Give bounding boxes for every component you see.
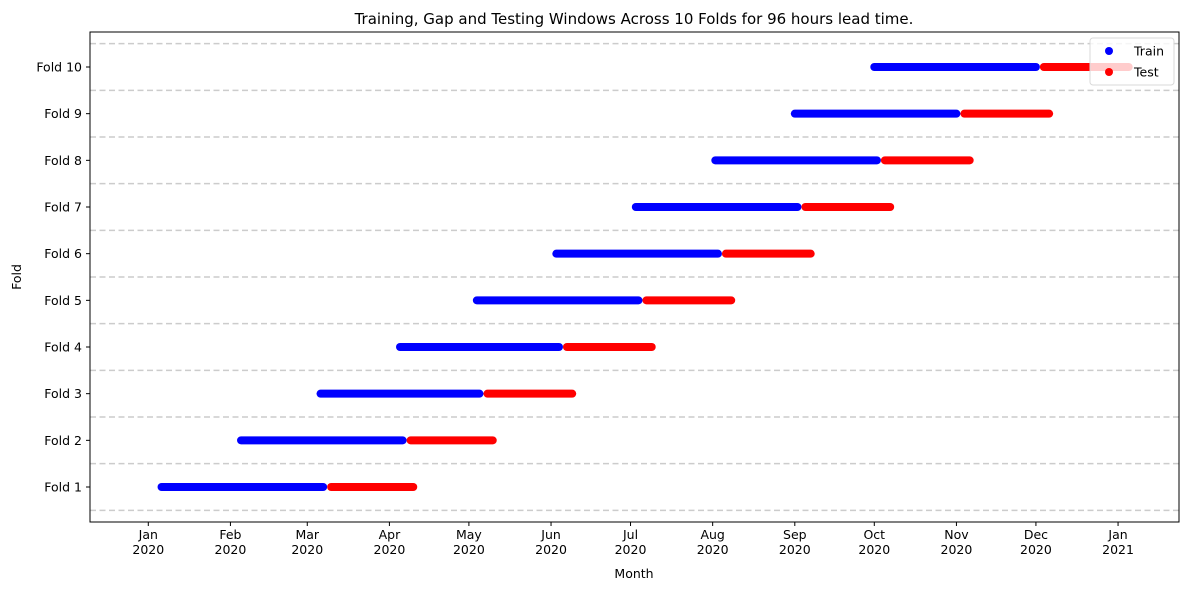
x-axis-label: Month — [614, 566, 653, 581]
x-tick-label-month: Feb — [219, 527, 241, 542]
x-tick-label-month: Jan — [138, 527, 158, 542]
x-tick-label-month: Dec — [1024, 527, 1048, 542]
x-tick-label-month: Oct — [863, 527, 885, 542]
legend: Train Test — [1089, 37, 1175, 86]
x-tick-label-month: Apr — [379, 527, 401, 542]
y-axis: Fold 1 Fold 2 Fold 3 Fold 4 Fold 5 Fold 6 Fold… — [36, 60, 90, 495]
y-tick-label: Fold 9 — [44, 106, 82, 121]
x-tick-label-year: 2020 — [1020, 542, 1052, 557]
x-tick-label-year: 2020 — [697, 542, 729, 557]
y-tick-label: Fold 6 — [44, 246, 82, 261]
legend-marker-test — [1105, 68, 1113, 76]
x-tick-label-year: 2020 — [374, 542, 406, 557]
x-tick-label-year: 2020 — [535, 542, 567, 557]
y-tick-label: Fold 1 — [44, 480, 82, 495]
x-tick-label-month: Mar — [295, 527, 319, 542]
x-tick-label-year: 2021 — [1102, 542, 1134, 557]
axes-frame — [89, 31, 1180, 523]
x-tick-label-month: May — [456, 527, 482, 542]
y-tick-label: Fold 4 — [44, 340, 82, 355]
x-tick-label-year: 2020 — [132, 542, 164, 557]
x-tick-label-month: Jun — [540, 527, 561, 542]
y-tick-label: Fold 3 — [44, 386, 82, 401]
x-tick-label-year: 2020 — [453, 542, 485, 557]
x-tick-label-month: Sep — [783, 527, 807, 542]
x-tick-label-year: 2020 — [215, 542, 247, 557]
y-tick-label: Fold 8 — [44, 153, 82, 168]
x-tick-label-month: Nov — [944, 527, 969, 542]
grid-lines — [90, 42, 1179, 512]
x-tick-label-year: 2020 — [291, 542, 323, 557]
chart-title: Training, Gap and Testing Windows Across… — [354, 10, 914, 28]
y-axis-label: Fold — [9, 264, 24, 290]
legend-label: Test — [1133, 65, 1159, 80]
y-tick-label: Fold 5 — [44, 293, 82, 308]
y-tick-label: Fold 7 — [44, 200, 82, 215]
x-tick-label-year: 2020 — [615, 542, 647, 557]
x-tick-label-month: Jan — [1107, 527, 1127, 542]
x-axis: Jan2020Feb2020Mar2020Apr2020May2020Jun20… — [132, 522, 1134, 557]
legend-marker-train — [1105, 47, 1113, 55]
x-tick-label-year: 2020 — [858, 542, 890, 557]
x-tick-label-month: Aug — [700, 527, 724, 542]
y-tick-label: Fold 2 — [44, 433, 82, 448]
x-tick-label-year: 2020 — [941, 542, 973, 557]
x-tick-label-month: Jul — [622, 527, 638, 542]
legend-label: Train — [1133, 44, 1164, 59]
x-tick-label-year: 2020 — [779, 542, 811, 557]
y-tick-label: Fold 10 — [36, 60, 82, 75]
plot-area — [157, 63, 1133, 491]
